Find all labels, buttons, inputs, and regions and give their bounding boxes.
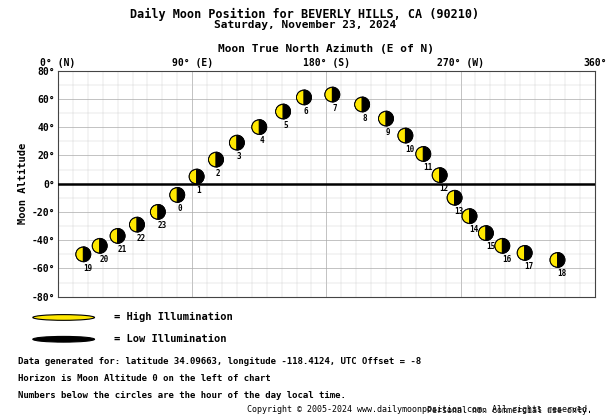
Text: 21: 21 bbox=[118, 245, 127, 254]
Text: 6: 6 bbox=[304, 107, 309, 116]
Text: = Low Illumination: = Low Illumination bbox=[114, 334, 227, 344]
Text: Numbers below the circles are the hour of the day local time.: Numbers below the circles are the hour o… bbox=[18, 391, 346, 400]
Polygon shape bbox=[84, 247, 91, 262]
Text: 17: 17 bbox=[525, 262, 534, 271]
Text: 8: 8 bbox=[362, 114, 367, 123]
Wedge shape bbox=[478, 226, 486, 240]
Text: 9: 9 bbox=[386, 128, 390, 137]
Wedge shape bbox=[170, 188, 178, 202]
Circle shape bbox=[33, 315, 95, 320]
Polygon shape bbox=[118, 228, 125, 244]
Wedge shape bbox=[325, 88, 332, 102]
Polygon shape bbox=[454, 190, 462, 205]
Wedge shape bbox=[189, 169, 196, 184]
Polygon shape bbox=[525, 245, 532, 260]
Text: 23: 23 bbox=[158, 221, 167, 230]
Circle shape bbox=[33, 337, 95, 342]
Polygon shape bbox=[237, 135, 245, 150]
Text: Personal non commercial use only.: Personal non commercial use only. bbox=[427, 406, 592, 415]
Text: 0: 0 bbox=[178, 204, 182, 213]
Text: 15: 15 bbox=[486, 242, 495, 251]
Wedge shape bbox=[517, 246, 525, 260]
Wedge shape bbox=[462, 209, 470, 223]
Wedge shape bbox=[495, 239, 502, 253]
X-axis label: Moon True North Azimuth (E of N): Moon True North Azimuth (E of N) bbox=[218, 44, 434, 54]
Polygon shape bbox=[216, 152, 223, 167]
Wedge shape bbox=[296, 90, 304, 105]
Text: 22: 22 bbox=[137, 234, 146, 243]
Polygon shape bbox=[137, 217, 145, 232]
Text: Data generated for: latitude 34.09663, longitude -118.4124, UTC Offset = -8: Data generated for: latitude 34.09663, l… bbox=[18, 357, 421, 366]
Polygon shape bbox=[178, 188, 185, 203]
Wedge shape bbox=[92, 239, 99, 253]
Polygon shape bbox=[423, 146, 431, 161]
Text: 20: 20 bbox=[99, 255, 109, 264]
Polygon shape bbox=[332, 87, 340, 102]
Polygon shape bbox=[406, 128, 413, 143]
Text: Copyright © 2005-2024 www.dailymoonposition.com. All rights reserved.: Copyright © 2005-2024 www.dailymoonposit… bbox=[247, 405, 592, 414]
Wedge shape bbox=[378, 112, 386, 126]
Text: 18: 18 bbox=[558, 269, 567, 278]
Wedge shape bbox=[276, 105, 283, 119]
Polygon shape bbox=[486, 226, 493, 241]
Polygon shape bbox=[440, 168, 447, 183]
Text: Daily Moon Position for BEVERLY HILLS, CA (90210): Daily Moon Position for BEVERLY HILLS, C… bbox=[131, 7, 479, 21]
Text: = High Illumination: = High Illumination bbox=[114, 312, 233, 322]
Text: 13: 13 bbox=[454, 207, 464, 216]
Polygon shape bbox=[158, 205, 165, 220]
Polygon shape bbox=[304, 90, 312, 105]
Polygon shape bbox=[283, 104, 290, 119]
Text: 11: 11 bbox=[423, 163, 432, 172]
Wedge shape bbox=[209, 152, 216, 167]
Text: 12: 12 bbox=[440, 184, 449, 193]
Wedge shape bbox=[447, 190, 454, 205]
Wedge shape bbox=[150, 205, 158, 219]
Polygon shape bbox=[99, 238, 107, 253]
Y-axis label: Moon Altitude: Moon Altitude bbox=[18, 143, 27, 224]
Text: 4: 4 bbox=[259, 136, 264, 145]
Text: 16: 16 bbox=[502, 255, 512, 264]
Wedge shape bbox=[416, 147, 423, 161]
Polygon shape bbox=[196, 169, 204, 184]
Text: 14: 14 bbox=[470, 225, 479, 234]
Text: 19: 19 bbox=[84, 264, 93, 273]
Wedge shape bbox=[76, 247, 84, 261]
Polygon shape bbox=[259, 120, 267, 134]
Text: 10: 10 bbox=[406, 145, 415, 154]
Wedge shape bbox=[129, 217, 137, 232]
Polygon shape bbox=[470, 209, 477, 224]
Wedge shape bbox=[354, 98, 362, 112]
Polygon shape bbox=[502, 238, 510, 253]
Wedge shape bbox=[110, 229, 118, 243]
Wedge shape bbox=[432, 168, 440, 182]
Text: Horizon is Moon Altitude 0 on the left of chart: Horizon is Moon Altitude 0 on the left o… bbox=[18, 374, 271, 383]
Text: 5: 5 bbox=[283, 121, 288, 130]
Polygon shape bbox=[386, 111, 393, 126]
Wedge shape bbox=[229, 136, 237, 150]
Text: 2: 2 bbox=[216, 169, 221, 178]
Wedge shape bbox=[398, 129, 406, 143]
Wedge shape bbox=[550, 253, 558, 267]
Polygon shape bbox=[362, 97, 370, 112]
Text: 7: 7 bbox=[332, 104, 337, 113]
Text: 1: 1 bbox=[196, 186, 201, 195]
Text: 3: 3 bbox=[237, 152, 242, 161]
Polygon shape bbox=[558, 252, 565, 268]
Wedge shape bbox=[252, 120, 259, 134]
Text: Saturday, November 23, 2024: Saturday, November 23, 2024 bbox=[214, 20, 396, 30]
